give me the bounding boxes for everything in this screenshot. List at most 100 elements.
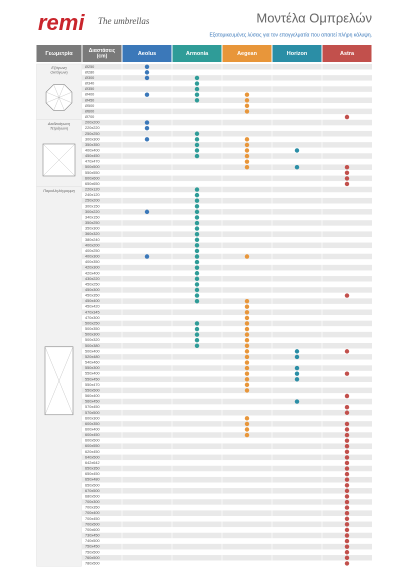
row-band [82, 292, 372, 299]
row-band [82, 108, 372, 115]
size-label: 430x220 [85, 277, 100, 281]
row-band [82, 192, 372, 198]
size-label: 420x300 [85, 266, 100, 270]
model-dot [144, 209, 150, 215]
model-dot [344, 427, 350, 432]
model-dot [344, 293, 350, 298]
model-dot [344, 522, 350, 527]
header-cell [36, 45, 82, 62]
row-band [82, 97, 372, 104]
model-dot [194, 265, 200, 270]
model-dot [344, 165, 350, 170]
row-band [82, 125, 372, 131]
row-band [82, 158, 372, 165]
row-band [82, 119, 372, 126]
model-dot [344, 510, 350, 516]
size-label: Ø600 [85, 109, 94, 113]
size-label: 750x450 [85, 545, 100, 549]
row-band [82, 298, 372, 304]
size-label: 400x300 [85, 255, 100, 259]
model-dot [194, 142, 200, 148]
model-dot [244, 142, 250, 148]
model-dot [194, 209, 200, 215]
model-dot [244, 159, 250, 164]
model-dot [344, 432, 350, 438]
size-label: 200x200 [85, 121, 100, 125]
model-dot [344, 471, 350, 477]
model-dot [194, 198, 200, 203]
size-label: 250x200 [85, 199, 100, 203]
model-dot [344, 505, 350, 510]
size-label: 700x400 [85, 511, 100, 515]
row-band [82, 510, 372, 516]
model-dot [194, 131, 200, 136]
row-band [82, 248, 372, 254]
model-dot [344, 438, 350, 443]
model-dot [344, 499, 350, 505]
row-band [82, 527, 372, 533]
model-dot [344, 349, 350, 354]
model-dot [144, 120, 150, 125]
model-dot [194, 86, 200, 92]
row-band [82, 437, 372, 444]
model-dot [144, 64, 150, 69]
size-label: 600x350 [85, 422, 100, 426]
row-band [82, 142, 372, 148]
model-dot [194, 271, 200, 276]
model-dot [244, 254, 250, 259]
row-band [82, 153, 372, 159]
size-label: 470x470 [85, 160, 100, 164]
size-label: Ø350 [85, 87, 94, 91]
model-dot [194, 293, 200, 298]
model-dot [344, 444, 350, 449]
row-band [82, 309, 372, 316]
model-dot [244, 148, 250, 153]
size-label: 550x300 [85, 366, 100, 370]
model-dot [244, 109, 250, 114]
size-label: 642x642 [85, 461, 100, 465]
model-dot [194, 92, 200, 97]
model-dot [294, 165, 300, 170]
model-dot [194, 243, 200, 248]
size-label: 550x500 [85, 388, 100, 392]
size-label: 350x350 [85, 143, 100, 147]
model-dot [244, 432, 250, 438]
model-dot [244, 98, 250, 103]
size-label: 300x300 [85, 137, 100, 141]
header-cell [82, 45, 122, 62]
row-band [82, 303, 372, 310]
size-label: 500x350 [85, 327, 100, 331]
row-band [82, 482, 372, 489]
header-label: Horizon [287, 51, 308, 57]
row-band [82, 130, 372, 137]
size-label: 650x480 [85, 478, 100, 482]
model-dot [294, 148, 300, 153]
model-dot [194, 204, 200, 209]
row-band [82, 549, 372, 556]
model-dot [194, 98, 200, 103]
model-dot [194, 231, 200, 237]
model-dot [344, 466, 350, 471]
header-cell [122, 45, 172, 62]
size-label: 360x320 [85, 232, 100, 236]
size-label: 700x450 [85, 517, 100, 521]
model-dot [144, 75, 150, 81]
row-band [82, 147, 372, 154]
size-label: 470x345 [85, 310, 100, 314]
model-dot [194, 148, 200, 153]
row-band [82, 170, 372, 176]
row-band [82, 114, 372, 120]
model-dot [344, 516, 350, 521]
row-band [82, 488, 372, 494]
size-label: 650x500 [85, 483, 100, 487]
row-band [82, 69, 372, 76]
model-dot [244, 365, 250, 371]
size-label: 600x400 [85, 427, 100, 431]
header-label: Astra [340, 51, 355, 57]
tagline: The umbrellas [98, 16, 150, 26]
model-dot [194, 248, 200, 254]
model-dot [244, 388, 250, 393]
row-band [82, 231, 372, 237]
size-label: 400x250 [85, 249, 100, 253]
